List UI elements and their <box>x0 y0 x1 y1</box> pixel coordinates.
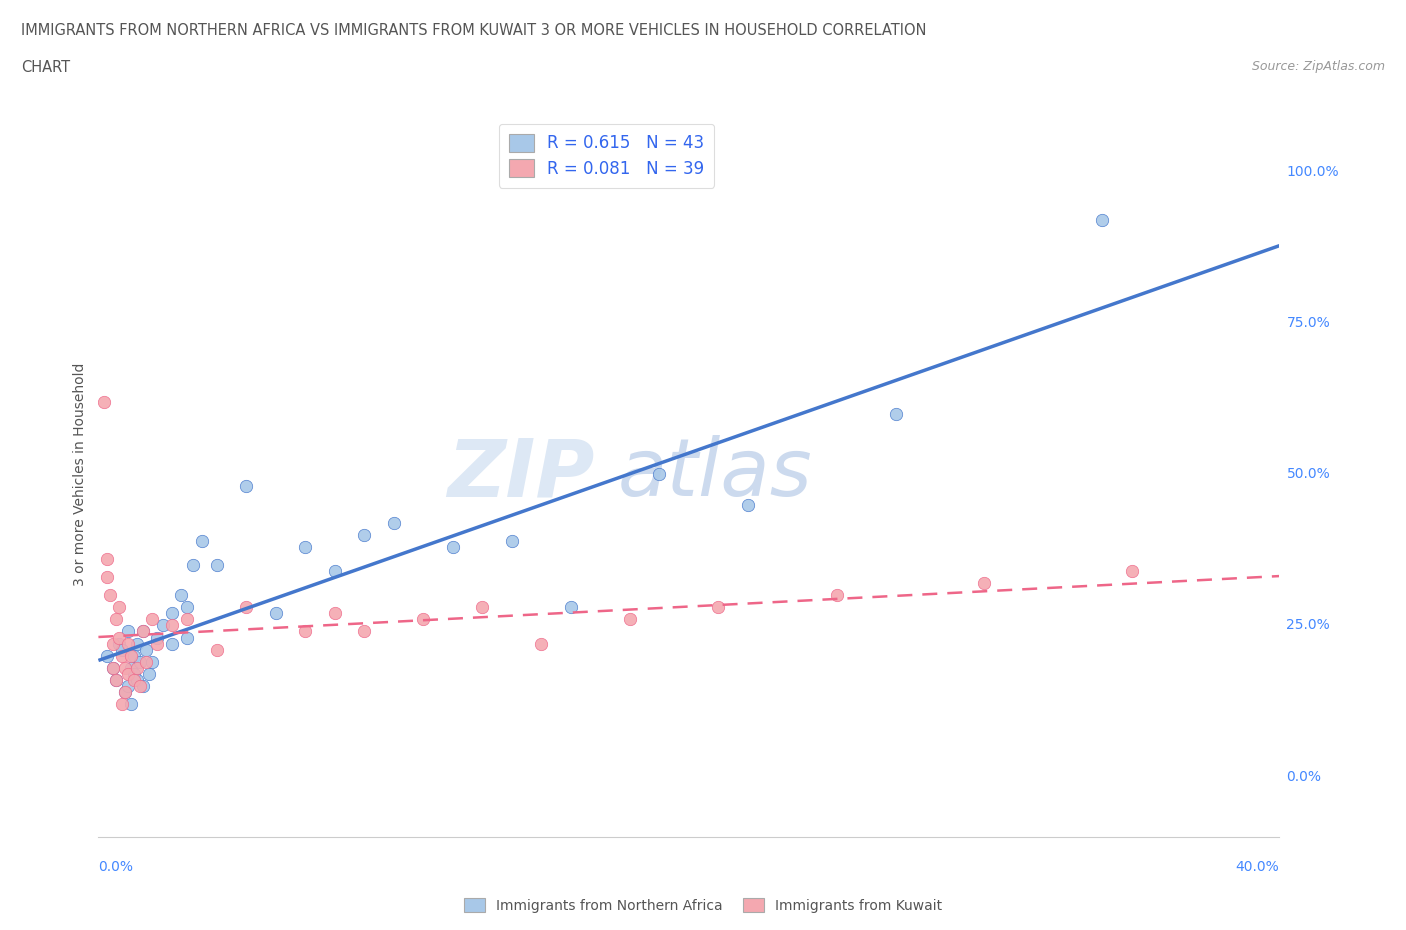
Point <box>264 606 287 621</box>
Text: atlas: atlas <box>619 435 813 513</box>
Legend: Immigrants from Northern Africa, Immigrants from Kuwait: Immigrants from Northern Africa, Immigra… <box>458 893 948 919</box>
Point <box>235 600 257 615</box>
Point <box>501 534 523 549</box>
Point <box>619 612 641 627</box>
Point <box>117 636 139 651</box>
Point <box>973 576 995 591</box>
Point <box>96 648 118 663</box>
Point <box>162 636 183 651</box>
Point <box>117 679 139 694</box>
Point <box>128 679 150 694</box>
Text: 100.0%: 100.0% <box>1286 165 1339 179</box>
Point <box>146 631 169 645</box>
Point <box>122 648 145 663</box>
Point <box>103 636 125 651</box>
Point <box>122 666 145 681</box>
Point <box>105 672 128 687</box>
Point <box>707 600 730 615</box>
Point <box>98 588 121 603</box>
Point <box>128 655 150 670</box>
Point <box>125 672 148 687</box>
Text: Source: ZipAtlas.com: Source: ZipAtlas.com <box>1251 60 1385 73</box>
Point <box>103 660 125 675</box>
Point <box>125 636 148 651</box>
Point <box>103 660 125 675</box>
Point <box>176 631 198 645</box>
Point <box>176 600 198 615</box>
Point <box>323 564 346 578</box>
Point <box>825 588 848 603</box>
Point <box>96 569 118 585</box>
Y-axis label: 3 or more Vehicles in Household: 3 or more Vehicles in Household <box>73 363 87 586</box>
Text: 0.0%: 0.0% <box>98 860 134 874</box>
Text: 25.0%: 25.0% <box>1286 618 1330 632</box>
Text: CHART: CHART <box>21 60 70 75</box>
Point <box>181 558 204 573</box>
Point <box>471 600 494 615</box>
Point <box>191 534 214 549</box>
Point <box>111 697 134 711</box>
Point <box>205 642 228 657</box>
Text: IMMIGRANTS FROM NORTHERN AFRICA VS IMMIGRANTS FROM KUWAIT 3 OR MORE VEHICLES IN : IMMIGRANTS FROM NORTHERN AFRICA VS IMMIG… <box>21 23 927 38</box>
Point <box>441 539 464 554</box>
Point <box>108 636 131 651</box>
Legend: R = 0.615   N = 43, R = 0.081   N = 39: R = 0.615 N = 43, R = 0.081 N = 39 <box>499 124 714 188</box>
Point <box>114 684 136 699</box>
Point <box>294 624 316 639</box>
Point <box>120 648 142 663</box>
Point <box>141 655 163 670</box>
Point <box>205 558 228 573</box>
Point <box>138 666 160 681</box>
Point <box>105 672 128 687</box>
Point <box>1121 564 1143 578</box>
Point <box>353 624 375 639</box>
Point <box>132 624 155 639</box>
Point <box>294 539 316 554</box>
Point <box>120 697 142 711</box>
Point <box>135 642 157 657</box>
Point <box>146 636 169 651</box>
Point <box>114 660 136 675</box>
Point <box>132 624 155 639</box>
Point <box>737 498 759 512</box>
Text: ZIP: ZIP <box>447 435 595 513</box>
Point <box>93 394 115 409</box>
Point <box>162 618 183 633</box>
Point <box>648 467 671 482</box>
Point <box>108 631 131 645</box>
Point <box>96 551 118 566</box>
Point <box>152 618 174 633</box>
Point <box>111 642 134 657</box>
Point <box>125 660 148 675</box>
Point <box>353 527 375 542</box>
Text: 40.0%: 40.0% <box>1236 860 1279 874</box>
Point <box>105 612 128 627</box>
Point <box>162 606 183 621</box>
Point <box>170 588 193 603</box>
Text: 75.0%: 75.0% <box>1286 316 1330 330</box>
Point <box>176 612 198 627</box>
Point <box>117 666 139 681</box>
Point <box>382 515 405 530</box>
Point <box>135 655 157 670</box>
Point <box>108 600 131 615</box>
Text: 50.0%: 50.0% <box>1286 467 1330 482</box>
Point <box>114 684 136 699</box>
Point <box>235 479 257 494</box>
Point <box>141 612 163 627</box>
Point <box>560 600 582 615</box>
Point <box>884 406 907 421</box>
Point <box>530 636 553 651</box>
Point <box>412 612 434 627</box>
Text: 0.0%: 0.0% <box>1286 769 1322 784</box>
Point <box>132 679 155 694</box>
Point <box>111 648 134 663</box>
Point <box>120 660 142 675</box>
Point <box>122 672 145 687</box>
Point <box>1091 213 1114 228</box>
Point <box>323 606 346 621</box>
Point <box>117 624 139 639</box>
